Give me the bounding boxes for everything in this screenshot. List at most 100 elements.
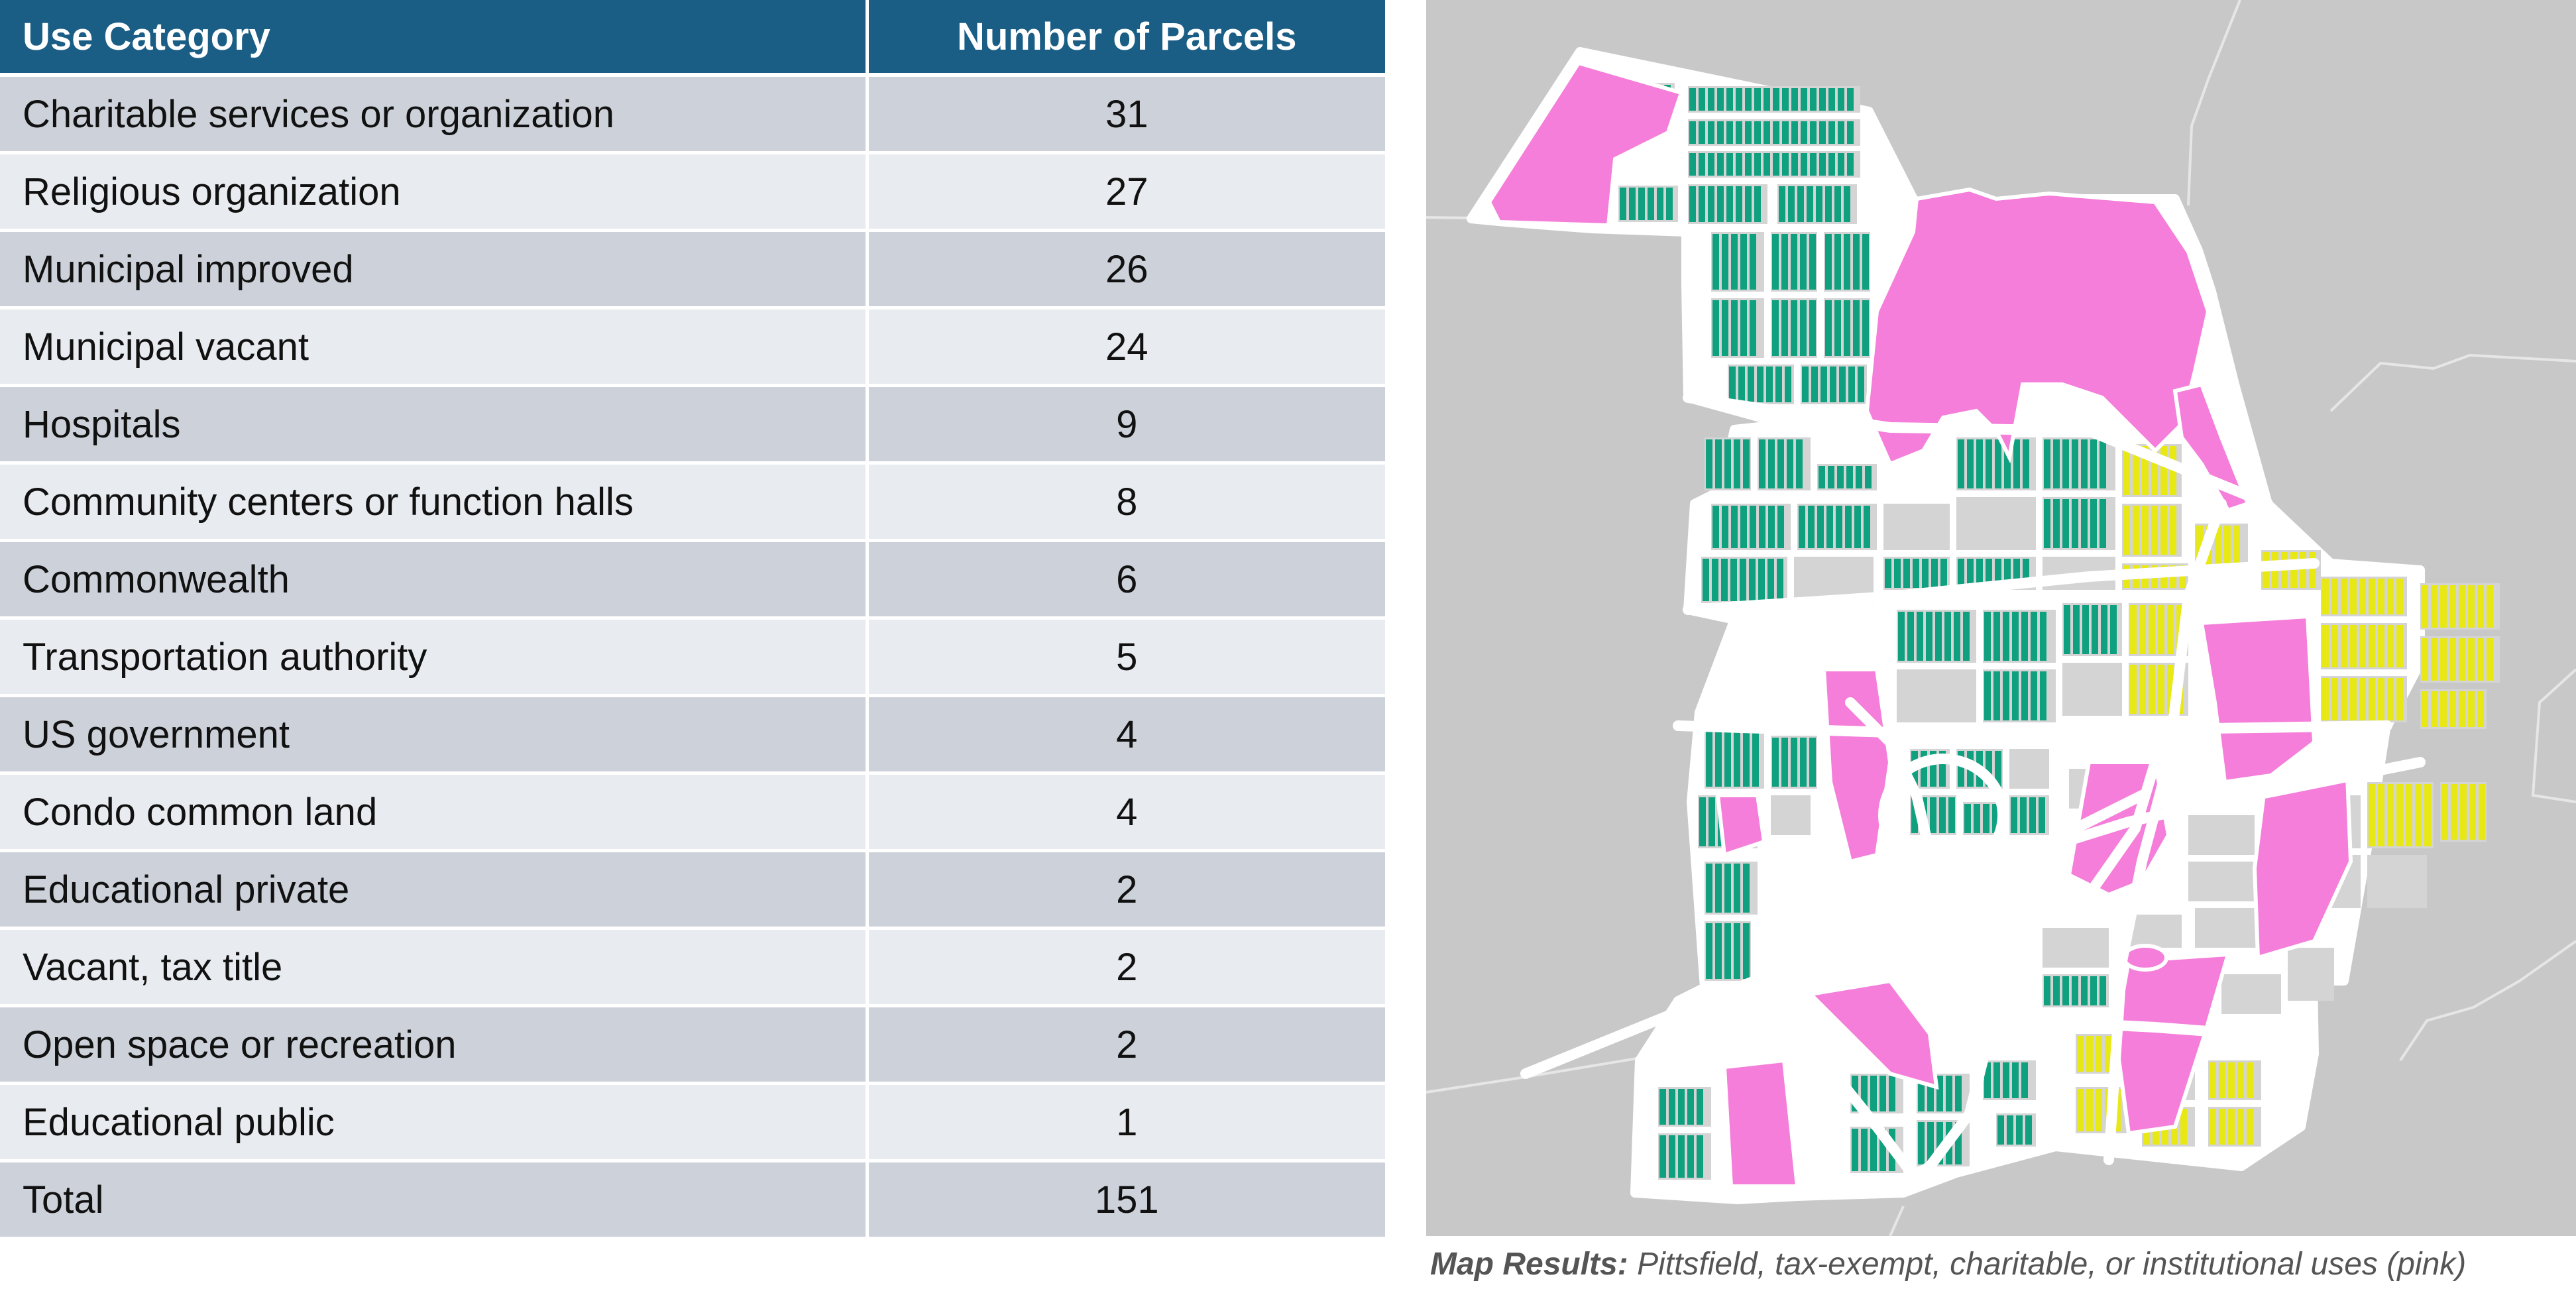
parcel-lot <box>1936 1122 1943 1164</box>
parcel-lot <box>1984 612 1991 661</box>
parcel-lot <box>1926 612 1932 661</box>
parcel-lot <box>1800 234 1807 290</box>
parcel-lot <box>1954 612 1960 661</box>
parcel-lot <box>2101 665 2107 714</box>
parcel-lot <box>1699 121 1705 144</box>
parcel-lot <box>2369 678 2375 720</box>
parcel-lot <box>1745 121 1752 144</box>
parcel-lot <box>1708 121 1714 144</box>
parcel-lot <box>2105 1036 2111 1072</box>
parcel-lot <box>2090 499 2097 548</box>
exempt-area-oval <box>2122 944 2168 972</box>
parcel-lot <box>1620 188 1626 220</box>
parcel-lot <box>1734 923 1740 979</box>
parcel-lot <box>2092 665 2098 714</box>
parcel-lot <box>2029 751 2036 787</box>
parcel-lot <box>2199 817 2206 853</box>
parcel-lot <box>1773 153 1779 176</box>
parcel-lot <box>1745 88 1752 111</box>
parcel-lot <box>2326 950 2333 999</box>
parcel-lot <box>1731 506 1738 548</box>
parcel-lot <box>1922 559 1929 588</box>
parcel-lot <box>2309 552 2316 588</box>
parcel-lot <box>2245 817 2252 853</box>
parcel-lot <box>1913 506 1919 548</box>
row-count: 2 <box>867 1005 1385 1085</box>
parcel-lot <box>1785 367 1791 402</box>
parcel-lot <box>2160 446 2167 495</box>
parcel-lot <box>2460 784 2467 840</box>
parcel-lot <box>1844 300 1850 356</box>
parcel-lot <box>2179 565 2186 588</box>
parcel-lot <box>1750 300 1756 356</box>
parcel-lot <box>2210 1109 2216 1145</box>
row-category: Municipal improved <box>0 230 869 310</box>
parcel-lot <box>1862 234 1869 290</box>
parcel-lot <box>2072 976 2078 1005</box>
row-count: 26 <box>867 230 1385 310</box>
parcel-lot <box>1853 234 1860 290</box>
parcel-lot <box>2013 559 2020 588</box>
total-count: 151 <box>867 1160 1385 1240</box>
exempt-parcel-areas <box>1486 60 2353 1188</box>
parcel-lot <box>1986 439 1992 488</box>
parcel-lot <box>2167 665 2174 714</box>
table-row: Open space or recreation 2 <box>0 1005 1385 1085</box>
parcel-lot <box>1699 186 1705 222</box>
parcel-lot <box>1844 186 1850 222</box>
parcel-lot <box>2241 976 2248 1012</box>
parcel-lot <box>1697 1089 1703 1125</box>
parcel-lot <box>1885 506 1891 548</box>
parcel-lot <box>2415 784 2422 846</box>
parcel-lot <box>1927 1076 1934 1111</box>
parcel-lot <box>1730 559 1737 601</box>
parcel-lot <box>1819 88 1826 111</box>
parcel-lot <box>2378 579 2384 614</box>
parcel-lot <box>2081 976 2088 1005</box>
parcel-lot <box>1773 88 1779 111</box>
parcel-lot <box>1931 559 1938 588</box>
parcel-lot <box>1779 186 1785 222</box>
parcel-lot <box>1839 367 1846 402</box>
parcel-lot <box>2449 691 2456 727</box>
parcel-lot <box>1976 559 1983 588</box>
parcel-lot <box>1729 367 1736 402</box>
parcel-lot <box>1768 506 1775 548</box>
parcel-lot <box>2110 665 2117 714</box>
header-use-category: Use Category <box>0 0 869 77</box>
parcel-lot <box>1838 88 1844 111</box>
parcel-lot <box>1717 88 1724 111</box>
parcel-lot <box>2449 638 2456 681</box>
parcel-lot <box>1740 559 1746 601</box>
parcel-lot <box>2160 506 2167 555</box>
parcel-lot <box>1958 751 1964 787</box>
parcel-lot <box>2215 910 2221 946</box>
parcel-lot <box>1731 234 1738 290</box>
parcel-lot <box>1936 1076 1943 1111</box>
parcel-lot <box>1659 1089 1666 1125</box>
parcel-lot <box>2086 1089 2093 1131</box>
parcel-lot <box>1964 804 1971 833</box>
parcel-lot <box>1715 923 1722 979</box>
parcel-lot <box>2359 678 2366 720</box>
parcel-lot <box>2247 1109 2253 1145</box>
parcel-lot <box>2341 678 2347 720</box>
parcel-lot <box>1828 121 1835 144</box>
parcel-lot <box>2158 665 2164 714</box>
parcel-lot <box>2269 976 2276 1012</box>
parcel-lot <box>2468 638 2475 681</box>
parcel-lot <box>1918 1076 1925 1111</box>
parcel-lot <box>1825 186 1832 222</box>
parcel-lot <box>2082 665 2089 714</box>
parcel-lot <box>1699 153 1705 176</box>
parcel-lot <box>2217 817 2224 853</box>
parcel-lot <box>1743 731 1750 787</box>
parcel-lot <box>1946 1076 1952 1111</box>
table-header-row: Use Category Number of Parcels <box>0 0 1385 77</box>
parcel-lot <box>1629 188 1636 220</box>
parcel-lot <box>1726 186 1733 222</box>
parcel-lot <box>1740 234 1747 290</box>
parcel-lot <box>2331 579 2338 614</box>
parcel-lot <box>1984 671 1991 720</box>
parcel-lot <box>2206 910 2212 946</box>
